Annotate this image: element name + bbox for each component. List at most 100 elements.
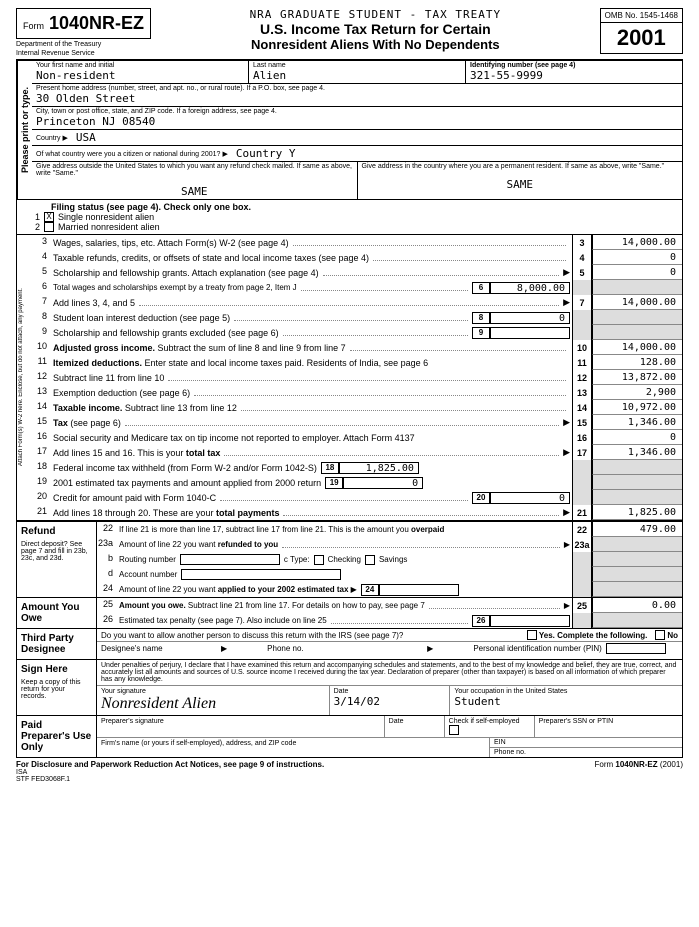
preparer-title: Paid Preparer's Use Only [17,716,97,757]
designee-pin-label: Personal identification number (PIN) [473,644,602,653]
refund-title: Refund [21,526,92,537]
address-value: 30 Olden Street [36,92,678,105]
filing-opt2-checkbox[interactable] [44,222,54,232]
tax-year: 2001 [600,23,683,54]
sign-sub: Keep a copy of this return for your reco… [21,679,92,700]
line-5: 5 Scholarship and fellowship grants. Att… [31,265,682,280]
line-19: 19 2001 estimated tax payments and amoun… [31,475,682,490]
form-header: Form 1040NR-EZ Department of the Treasur… [16,8,683,60]
filing-opt1-num: 1 [35,212,40,222]
firm-label: Firm's name (or yours if self-employed),… [97,738,490,757]
filing-opt1-label: Single nonresident alien [58,212,154,222]
filing-opt2-label: Married nonresident alien [58,222,160,232]
identity-block: Please print or type. Your first name an… [16,60,683,200]
citizen-value: Country Y [236,147,296,160]
self-employed-label: Check if self-employed [449,718,520,725]
occupation-value: Student [454,695,678,708]
line-4: 4 Taxable refunds, credits, or offsets o… [31,250,682,265]
omb-number: OMB No. 1545-1468 [600,8,683,23]
owe-title: Amount You Owe [17,598,97,628]
line-3: 3 Wages, salaries, tips, etc. Attach For… [31,235,682,250]
third-question: Do you want to allow another person to d… [101,631,403,640]
perm-addr-label: Give address in the country where you ar… [362,163,679,170]
sign-date-value: 3/14/02 [334,695,446,708]
third-yes-checkbox[interactable] [527,630,537,640]
line-26: 26 Estimated tax penalty (see page 7). A… [97,613,682,628]
line-25: 25 Amount you owe. Subtract line 21 from… [97,598,682,613]
self-employed-checkbox[interactable] [449,725,459,735]
sign-section: Sign Here Keep a copy of this return for… [16,659,683,715]
line-13: 13 Exemption deduction (see page 6) 13 2… [31,385,682,400]
line-14: 14 Taxable income. Subtract line 13 from… [31,400,682,415]
third-title: Third Party Designee [17,629,97,659]
perjury-text: Under penalties of perjury, I declare th… [97,660,682,685]
line-7: 7 Add lines 3, 4, and 5▶ 7 14,000.00 [31,295,682,310]
line-11: 11 Itemized deductions. Enter state and … [31,355,682,370]
line-23b: b Routing number c Type: Checking Saving… [97,552,682,567]
preparer-date-label: Date [385,716,445,737]
sign-date-label: Date [334,688,446,695]
isa-text: ISA [16,769,324,776]
preparer-sig-label: Preparer's signature [97,716,385,737]
line-10: 10 Adjusted gross income. Subtract the s… [31,340,682,355]
savings-checkbox[interactable] [365,555,375,565]
footer-form-number: Form 1040NR-EZ (2001) [595,760,684,783]
third-no-checkbox[interactable] [655,630,665,640]
preparer-ssn-label: Preparer's SSN or PTIN [535,716,682,737]
city-value: Princeton NJ 08540 [36,115,678,128]
occupation-label: Your occupation in the United States [454,688,678,695]
line-23d: d Account number [97,567,682,582]
line-16: 16 Social security and Medicare tax on t… [31,430,682,445]
checking-checkbox[interactable] [314,555,324,565]
line-18: 18 Federal income tax withheld (from For… [31,460,682,475]
filing-opt2-num: 2 [35,222,40,232]
line-8: 8 Student loan interest deduction (see p… [31,310,682,325]
line-6: 6 Total wages and scholarships exempt by… [31,280,682,295]
city-label: City, town or post office, state, and ZI… [36,108,678,115]
line-22: 22 If line 21 is more than line 17, subt… [97,522,682,537]
line-12: 12 Subtract line 11 from line 10 12 13,8… [31,370,682,385]
filing-opt1-checkbox[interactable]: X [44,212,54,222]
title-top: NRA GRADUATE STUDENT - TAX TREATY [159,8,592,21]
income-lines-block: Attach Form(s) W-2 here. Enclose, but do… [16,235,683,521]
form-footer: For Disclosure and Paperwork Reduction A… [16,758,683,783]
line-21: 21 Add lines 18 through 20. These are yo… [31,505,682,520]
citizen-label: Of what country were you a citizen or na… [36,150,228,158]
refund-sub: Direct deposit? See page 7 and fill in 2… [21,541,92,562]
form-number: 1040NR-EZ [49,13,144,33]
country-value: USA [76,131,96,144]
perm-addr-value: SAME [362,178,679,191]
tax-form: Form 1040NR-EZ Department of the Treasur… [0,0,699,791]
owe-section: Amount You Owe 25 Amount you owe. Subtra… [16,597,683,628]
title-sub: Nonresident Aliens With No Dependents [159,37,592,52]
title-main: U.S. Income Tax Return for Certain [159,21,592,37]
form-number-box: Form 1040NR-EZ [16,8,151,39]
line-17: 17 Add lines 15 and 16. This is your tot… [31,445,682,460]
form-prefix: Form [23,21,44,31]
disclosure-text: For Disclosure and Paperwork Reduction A… [16,760,324,769]
refund-addr-label: Give address outside the United States t… [36,163,353,177]
address-label: Present home address (number, street, an… [36,85,678,92]
country-label: Country [36,134,68,142]
preparer-phone-label: Phone no. [490,748,682,757]
filing-status-block: Filing status (see page 4). Check only o… [16,200,683,235]
line-9: 9 Scholarship and fellowship grants excl… [31,325,682,340]
signature-value: Nonresident Alien [101,695,325,713]
sign-title: Sign Here [21,664,92,675]
id-value: 321-55-9999 [470,69,678,82]
last-name-label: Last name [253,62,461,69]
filing-title: Filing status (see page 4). Check only o… [51,202,678,212]
stf-text: STF FED3068F.1 [16,776,324,783]
preparer-section: Paid Preparer's Use Only Preparer's sign… [16,715,683,758]
ein-label: EIN [490,738,682,748]
first-name-value: Non-resident [36,69,244,82]
dept-treasury: Department of the Treasury [16,41,151,48]
third-party-section: Third Party Designee Do you want to allo… [16,628,683,659]
line-20: 20 Credit for amount paid with Form 1040… [31,490,682,505]
last-name-value: Alien [253,69,461,82]
line-15: 15 Tax (see page 6)▶ 15 1,346.00 [31,415,682,430]
line-23a: 23a Amount of line 22 you want refunded … [97,537,682,552]
please-print-label: Please print or type. [17,61,32,199]
signature-label: Your signature [101,688,325,695]
attach-w2-label: Attach Form(s) W-2 here. Enclose, but do… [17,235,31,520]
